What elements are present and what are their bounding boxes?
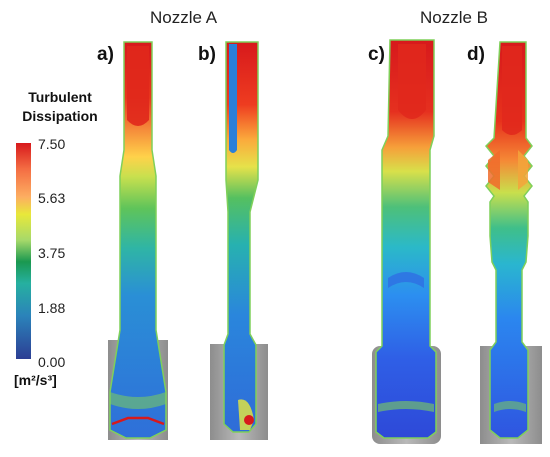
panel-c-outlet-band (378, 401, 434, 412)
panel-c-contour-band (388, 272, 424, 288)
legend-title-line2: Dissipation (22, 108, 98, 124)
panel-c-contour (372, 39, 441, 444)
legend-tick-lower: 1.88 (38, 300, 66, 316)
panel-d-groove-hotspot-right (518, 150, 528, 190)
panel-d-outlet-band (494, 401, 526, 412)
panel-label-a: a) (97, 44, 114, 65)
panel-c-flow-field (375, 39, 437, 439)
panel-label-d: d) (467, 44, 485, 65)
legend-tick-mid: 3.75 (38, 245, 66, 261)
panel-b-contour (210, 41, 268, 440)
panel-a-contour (108, 41, 168, 440)
panel-label-b: b) (198, 44, 216, 65)
legend-tick-max: 7.50 (38, 136, 66, 152)
panel-b-cool-streak (229, 44, 237, 153)
legend-units: [m²/s³] (14, 372, 57, 388)
panel-d-groove-hotspot-left (488, 150, 500, 190)
legend-title: Turbulent Dissipation (8, 88, 112, 126)
panel-label-c: c) (368, 44, 385, 65)
legend-title-line1: Turbulent (28, 89, 92, 105)
panel-d-core-hotspot (502, 46, 522, 135)
panel-a-outlet-band (110, 392, 166, 409)
legend-tick-min: 0.00 (38, 354, 66, 370)
legend-color-bar (16, 143, 31, 359)
panel-a-core-hotspot (127, 46, 149, 126)
nozzle-a-title: Nozzle A (150, 8, 218, 27)
panel-a-flow-field (109, 41, 167, 439)
panel-c-core-hotspot (398, 44, 426, 119)
panel-d-contour (480, 41, 542, 444)
legend-tick-upper: 5.63 (38, 190, 66, 206)
panel-a-exit-edge (111, 416, 165, 426)
panel-b-wall-peak (244, 415, 254, 425)
nozzle-b-title: Nozzle B (420, 8, 489, 27)
